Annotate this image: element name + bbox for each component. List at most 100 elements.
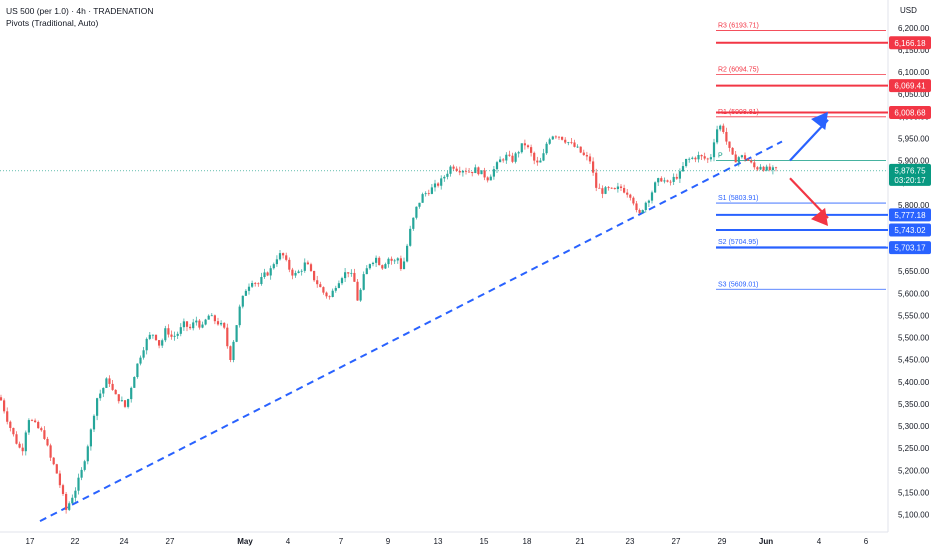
candle-body — [182, 321, 185, 328]
candle-body — [30, 420, 34, 421]
y-tick-label: 5,250.00 — [898, 444, 930, 453]
candle-body — [573, 142, 576, 147]
candle-body — [158, 340, 161, 346]
key-level-tag — [889, 36, 931, 50]
candle-body — [390, 258, 393, 261]
candle-body — [474, 167, 477, 174]
candle-body — [480, 170, 483, 175]
candle-body — [539, 160, 542, 163]
key-level-label: 5,703.17 — [894, 244, 926, 253]
candle-body — [650, 192, 654, 201]
candle-body — [486, 177, 489, 181]
candle-body — [694, 157, 697, 160]
candle-body — [350, 272, 353, 274]
candle-body — [114, 389, 117, 395]
candle-body — [505, 154, 508, 161]
arrow-up-head — [811, 111, 828, 131]
candle-body — [331, 290, 334, 297]
candle-body — [285, 255, 288, 260]
candle-body — [74, 490, 77, 498]
candle-body — [0, 397, 3, 401]
chart-title: US 500 (per 1.0) · 4h · TRADENATION — [6, 6, 154, 16]
pivot-label-s2: S2 (5704.95) — [718, 239, 758, 246]
candle-body — [340, 278, 344, 284]
candle-body — [440, 178, 443, 186]
candle-body — [195, 320, 198, 323]
candle-body — [641, 209, 644, 213]
candle-body — [449, 166, 452, 174]
candle-body — [592, 161, 595, 173]
candle-body — [306, 262, 309, 265]
candle-body — [291, 269, 294, 276]
candle-body — [96, 398, 99, 416]
candle-body — [102, 387, 105, 394]
y-tick-label: 5,550.00 — [898, 311, 930, 320]
candle-body — [629, 194, 632, 198]
x-tick-label: 27 — [672, 537, 681, 546]
candle-body — [325, 292, 328, 297]
y-tick-label: 5,950.00 — [898, 134, 930, 143]
key-level-tag — [889, 105, 931, 119]
x-tick-label: 23 — [626, 537, 635, 546]
candle-body — [55, 464, 58, 474]
candle-body — [344, 272, 347, 279]
candle-body — [282, 253, 285, 256]
candle-body — [24, 432, 27, 452]
candle-body — [635, 203, 638, 211]
candle-body — [136, 363, 139, 378]
candle-body — [65, 493, 68, 510]
candle-body — [626, 192, 629, 195]
candle-body — [189, 326, 192, 329]
candle-body — [46, 438, 49, 446]
candle-body — [117, 394, 120, 402]
candle-body — [616, 186, 619, 190]
x-tick-label: 24 — [120, 537, 129, 546]
candle-body — [297, 271, 300, 273]
candle-body — [598, 187, 601, 189]
candle-body — [375, 257, 378, 263]
pivot-label-r2: R2 (6094.75) — [718, 66, 759, 73]
candle-body — [49, 445, 52, 458]
x-tick-label: 6 — [864, 537, 869, 546]
candle-body — [716, 129, 719, 143]
candle-body — [455, 168, 458, 171]
candle-body — [418, 202, 421, 207]
candle-body — [706, 158, 709, 160]
trendline — [39, 140, 783, 523]
candle-body — [638, 210, 641, 213]
candle-body — [127, 399, 130, 407]
candle-body — [557, 136, 561, 138]
candle-body — [322, 287, 325, 293]
candle-body — [678, 171, 681, 179]
x-tick-label: Jun — [759, 537, 773, 546]
candle-body — [623, 187, 626, 193]
candle-body — [737, 157, 740, 163]
candle-body — [660, 178, 663, 182]
candle-body — [492, 169, 495, 177]
candle-body — [164, 328, 167, 341]
y-tick-label: 5,400.00 — [898, 378, 930, 387]
candle-body — [551, 136, 554, 140]
candle-body — [80, 469, 83, 478]
candle-body — [235, 325, 238, 342]
candle-body — [123, 400, 127, 407]
candle-body — [734, 154, 737, 163]
candle-body — [154, 334, 158, 341]
key-level-label: 6,166.18 — [894, 39, 926, 48]
candle-body — [139, 357, 142, 364]
x-tick-label: May — [237, 537, 253, 546]
candle-body — [669, 181, 672, 183]
candle-body — [368, 264, 371, 269]
candle-body — [300, 270, 303, 272]
y-tick-label: 6,100.00 — [898, 68, 930, 77]
candle-body — [27, 420, 30, 433]
candle-body — [477, 167, 480, 175]
candle-body — [759, 166, 762, 170]
candle-body — [192, 322, 195, 329]
candle-body — [443, 176, 446, 179]
candle-body — [688, 158, 691, 160]
candle-body — [89, 429, 92, 447]
candle-body — [610, 187, 613, 189]
candle-body — [210, 315, 213, 317]
